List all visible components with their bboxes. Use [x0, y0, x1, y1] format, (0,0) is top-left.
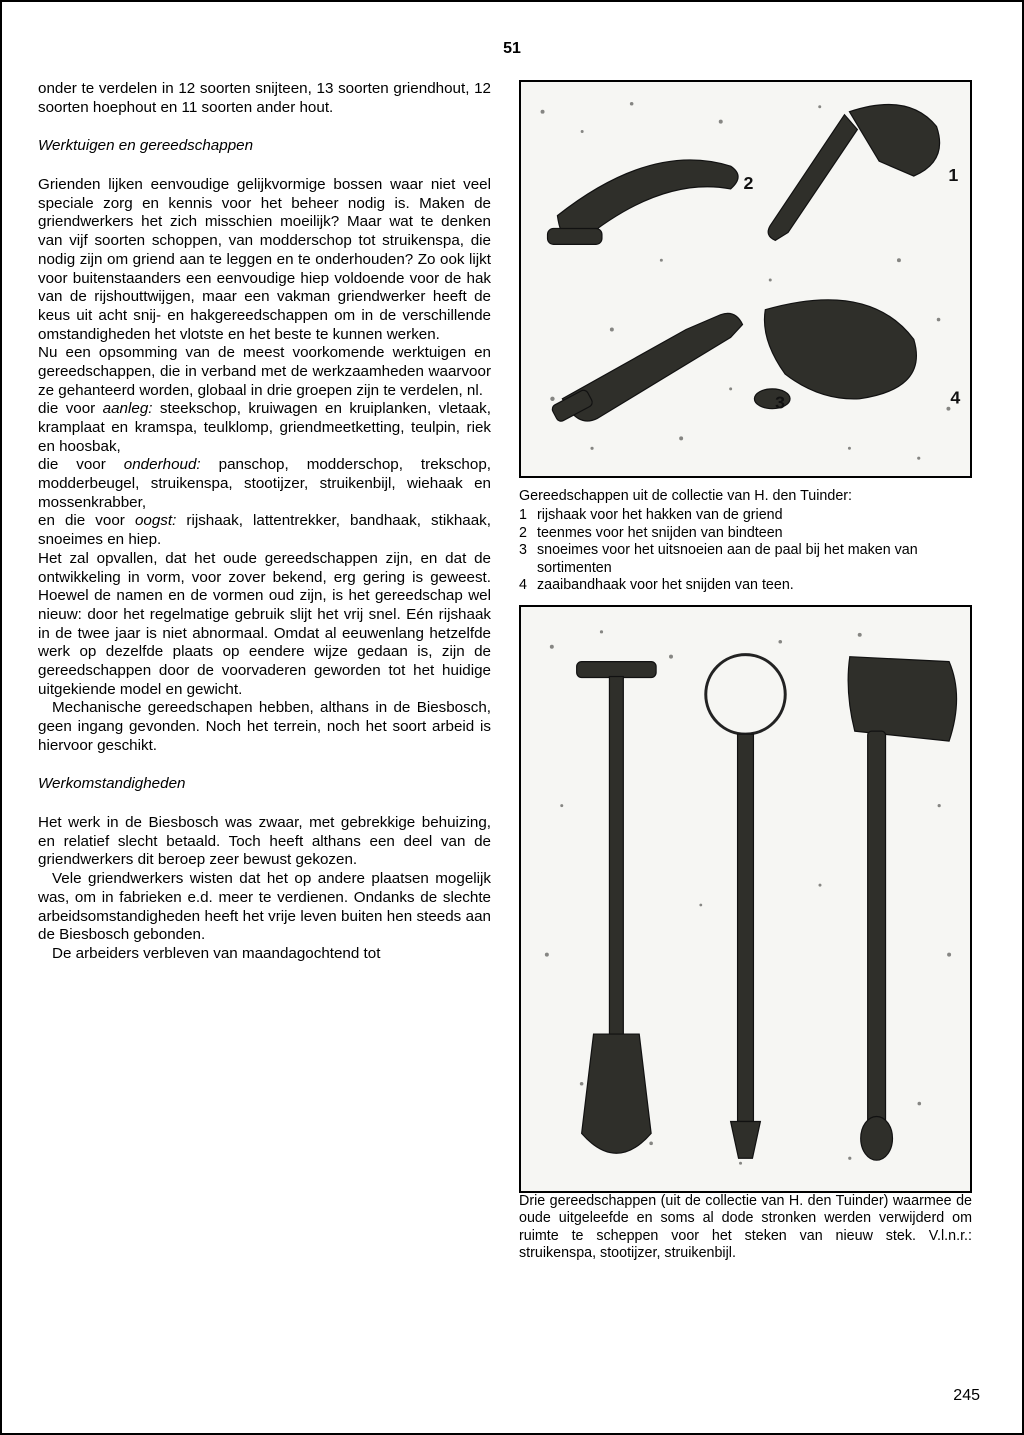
sec1-p4a: die voor: [38, 456, 124, 473]
sec1-p1: Grienden lijken eenvoudige gelijkvormige…: [38, 176, 491, 344]
figure-1-label-3: 3: [775, 393, 785, 413]
section-heading-tools: Werktuigen en gereedschappen: [38, 137, 491, 156]
tool-struikenbijl-icon: [848, 656, 956, 1160]
figure-1-label-1: 1: [948, 165, 958, 185]
scan-artifact-top: [2, 0, 1022, 6]
figure-1-item-2: 2teenmes voor het snijden van bindteen: [519, 525, 972, 542]
figure-tools-collection: 1 2 3: [519, 80, 972, 478]
sec1-p3a: die voor: [38, 400, 103, 417]
tool-rijshaak-icon: [768, 104, 939, 240]
sec2-p3: De arbeiders verbleven van maandagochten…: [38, 945, 491, 964]
figure-1-caption: Gereedschappen uit de collectie van H. d…: [519, 488, 972, 595]
tool-struikenspa-icon: [577, 661, 656, 1153]
sec1-p5-em: oogst:: [135, 512, 176, 529]
intro-paragraph: onder te verdelen in 12 soorten snijteen…: [38, 80, 491, 117]
tool-stootijzer-icon: [706, 654, 785, 1158]
sec1-p4: die voor onderhoud: panschop, modderscho…: [38, 456, 491, 512]
sec1-p5a: en die voor: [38, 512, 135, 529]
figure-1-item-4: 4zaaibandhaak voor het snijden van teen.: [519, 577, 972, 594]
sec1-p7: Mechanische gereedschapen hebben, althan…: [38, 699, 491, 755]
section-heading-conditions: Werkomstandigheden: [38, 775, 491, 794]
page-number-bottom: 245: [953, 1387, 980, 1405]
figure-2-svg: [521, 607, 970, 1191]
tool-teenmes-icon: [548, 160, 739, 244]
sec1-p6: Het zal opvallen, dat het oude gereedsch…: [38, 550, 491, 700]
figure-1-item-3: 3snoeimes voor het uitsnoeien aan de paa…: [519, 542, 972, 577]
sec1-p3-em: aanleg:: [103, 400, 153, 417]
page: 51 onder te verdelen in 12 soorten snijt…: [0, 0, 1024, 1435]
left-column: onder te verdelen in 12 soorten snijteen…: [38, 80, 491, 1262]
figure-1-svg: 1 2 3: [521, 82, 970, 476]
sec2-p2: Vele griendwerkers wisten dat het op and…: [38, 870, 491, 945]
figure-three-tools: [519, 605, 972, 1193]
figure-1-caption-list: 1rijshaak voor het hakken van de griend …: [519, 507, 972, 594]
sec1-p2: Nu een opsomming van de meest voorkomend…: [38, 344, 491, 400]
sec1-p5: en die voor oogst: rijshaak, lattentrekk…: [38, 512, 491, 549]
right-column: 1 2 3: [519, 80, 972, 1262]
sec1-p4-em: onderhoud:: [124, 456, 201, 473]
two-column-layout: onder te verdelen in 12 soorten snijteen…: [38, 80, 986, 1262]
figure-2-caption: Drie gereedschappen (uit de collectie va…: [519, 1193, 972, 1263]
figure-1-label-4: 4: [950, 388, 960, 408]
figure-1-item-1: 1rijshaak voor het hakken van de griend: [519, 507, 972, 524]
tool-zaaibandhaak-icon: [551, 313, 743, 422]
figure-1-label-2: 2: [744, 173, 754, 193]
sec2-p1: Het werk in de Biesbosch was zwaar, met …: [38, 814, 491, 870]
sec1-p3: die voor aanleg: steekschop, kruiwagen e…: [38, 400, 491, 456]
page-number-top: 51: [38, 40, 986, 58]
figure-1-caption-lead: Gereedschappen uit de collectie van H. d…: [519, 488, 972, 505]
